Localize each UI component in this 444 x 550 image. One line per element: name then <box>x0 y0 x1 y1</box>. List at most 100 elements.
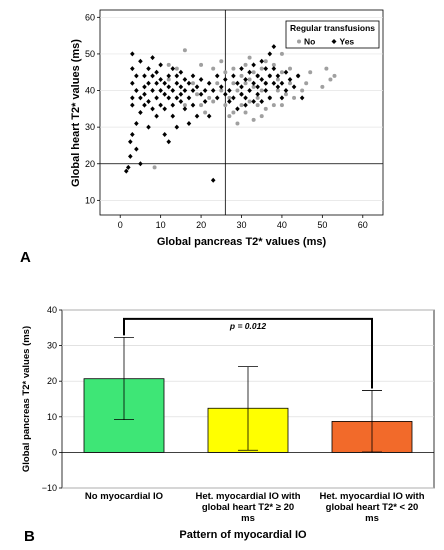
scatter-point-yes <box>239 91 244 97</box>
scatter-chart: 0 10 20 30 40 50 60 10 20 30 40 50 60 Global pancrea… <box>20 9 384 266</box>
y-tick-label: 10 <box>85 195 95 205</box>
scatter-point-yes <box>130 80 135 86</box>
scatter-point-yes <box>243 77 248 83</box>
scatter-point-yes <box>178 91 184 97</box>
scatter-point-yes <box>283 88 289 94</box>
scatter-point-yes <box>146 80 151 86</box>
scatter-point-yes <box>287 77 293 83</box>
scatter-point-no <box>182 48 187 53</box>
scatter-point-yes <box>295 73 301 79</box>
scatter-point-yes <box>194 84 200 90</box>
scatter-y-axis-label: Global heart T2* values (ms) <box>70 39 82 187</box>
scatter-point-yes <box>279 80 285 86</box>
legend-marker-no <box>297 39 301 44</box>
scatter-point-yes <box>190 88 196 94</box>
scatter-point-yes <box>235 106 240 112</box>
scatter-point-yes <box>182 88 188 94</box>
scatter-point-yes <box>263 80 269 86</box>
scatter-point-yes <box>138 110 143 115</box>
scatter-point-yes <box>271 80 277 86</box>
scatter-point-no <box>223 103 228 108</box>
scatter-point-no <box>271 103 276 108</box>
scatter-point-yes <box>166 139 172 145</box>
scatter-point-no <box>166 77 171 82</box>
scatter-point-yes <box>174 73 180 79</box>
scatter-point-yes <box>138 58 143 64</box>
scatter-point-yes <box>178 69 184 75</box>
scatter-point-no <box>251 70 256 75</box>
scatter-point-no <box>279 103 284 108</box>
scatter-point-no <box>211 66 216 71</box>
scatter-point-no <box>320 84 325 89</box>
y-tick-label: 0 <box>52 447 57 457</box>
scatter-point-yes <box>235 80 240 86</box>
significance-bracket: p = 0.012 <box>123 317 373 389</box>
scatter-point-yes <box>231 73 236 79</box>
scatter-point-no <box>195 92 200 97</box>
scatter-point-yes <box>158 77 163 83</box>
scatter-point-yes <box>150 88 155 94</box>
scatter-point-no <box>263 106 268 111</box>
scatter-point-yes <box>247 69 252 75</box>
scatter-point-yes <box>186 95 192 101</box>
legend-marker-yes <box>331 39 337 44</box>
scatter-point-yes <box>146 99 151 105</box>
x-tick-label: 10 <box>156 220 166 230</box>
scatter-point-no <box>288 81 293 86</box>
scatter-point-no <box>247 55 252 60</box>
scatter-point-no <box>292 95 297 100</box>
scatter-point-no <box>308 70 313 75</box>
scatter-point-yes <box>227 99 232 105</box>
scatter-point-no <box>324 66 329 71</box>
scatter-point-yes <box>158 102 163 108</box>
scatter-point-yes <box>174 124 180 130</box>
scatter-point-yes <box>166 84 172 90</box>
x-tick-label: 0 <box>118 220 123 230</box>
y-tick-label: 50 <box>85 49 95 59</box>
scatter-point-yes <box>283 69 289 75</box>
x-tick-label: 40 <box>277 220 287 230</box>
bar-x-axis-label: Pattern of myocardial IO <box>179 529 307 541</box>
scatter-point-no <box>300 88 305 93</box>
scatter-point-yes <box>138 95 143 101</box>
legend-title: Regular transfusions <box>290 23 375 33</box>
scatter-point-yes <box>267 51 273 57</box>
scatter-point-yes <box>142 102 147 108</box>
scatter-point-yes <box>146 124 151 130</box>
scatter-point-no <box>271 62 276 67</box>
bar-category-labels: No myocardial IO Het. myocardial IO with g… <box>85 491 425 524</box>
scatter-point-yes <box>158 88 163 94</box>
category-label: No myocardial IO <box>85 491 163 502</box>
x-tick-label: 20 <box>196 220 206 230</box>
scatter-point-yes <box>275 73 281 79</box>
scatter-point-yes <box>263 66 269 72</box>
scatter-point-no <box>174 66 179 71</box>
scatter-point-yes <box>251 99 256 105</box>
y-tick-label: 40 <box>85 86 95 96</box>
scatter-point-yes <box>178 84 184 90</box>
scatter-point-yes <box>162 91 167 97</box>
scatter-points <box>123 44 337 183</box>
scatter-point-no <box>304 81 309 86</box>
scatter-point-yes <box>275 84 281 90</box>
scatter-point-no <box>207 95 212 100</box>
scatter-point-yes <box>130 66 135 72</box>
scatter-point-no <box>190 81 195 86</box>
scatter-point-yes <box>170 66 176 72</box>
scatter-point-yes <box>259 77 265 83</box>
scatter-point-yes <box>150 55 155 61</box>
x-tick-label: 60 <box>358 220 368 230</box>
scatter-point-yes <box>271 66 277 72</box>
scatter-point-yes <box>259 58 265 64</box>
scatter-point-yes <box>206 113 212 119</box>
scatter-point-yes <box>182 106 188 112</box>
scatter-point-no <box>231 81 236 86</box>
scatter-point-yes <box>263 88 269 94</box>
scatter-reference-lines <box>100 10 383 215</box>
scatter-point-yes <box>170 102 176 108</box>
scatter-point-no <box>231 66 236 71</box>
scatter-point-yes <box>231 95 236 101</box>
y-tick-label: 60 <box>85 12 95 22</box>
scatter-point-yes <box>150 73 155 79</box>
